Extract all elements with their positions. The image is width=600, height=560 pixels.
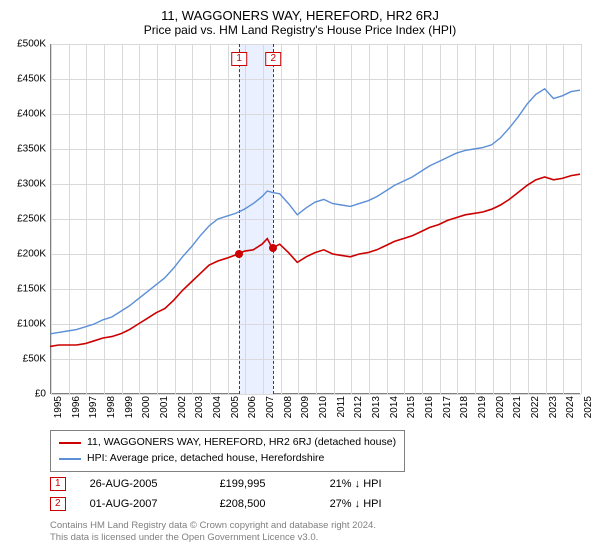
sale-row: 2 01-AUG-2007£208,50027% ↓ HPI [50, 494, 420, 514]
line-layer [50, 44, 580, 394]
x-tick-label: 2013 [371, 396, 382, 418]
chart-area: 12 £0£50K£100K£150K£200K£250K£300K£350K£… [50, 44, 580, 394]
y-tick-label: £250K [17, 214, 46, 225]
x-tick-label: 2019 [477, 396, 488, 418]
x-tick-label: 2012 [353, 396, 364, 418]
legend-swatch [59, 442, 81, 444]
x-tick-label: 2025 [583, 396, 594, 418]
x-tick-label: 1999 [124, 396, 135, 418]
y-tick-label: £450K [17, 74, 46, 85]
x-tick-label: 2002 [177, 396, 188, 418]
x-tick-label: 2000 [141, 396, 152, 418]
x-tick-label: 2004 [212, 396, 223, 418]
legend-swatch [59, 458, 81, 460]
attribution-text: Contains HM Land Registry data © Crown c… [50, 520, 376, 545]
y-tick-label: £50K [23, 354, 46, 365]
legend-item: HPI: Average price, detached house, Here… [59, 451, 396, 467]
sale-date: 01-AUG-2007 [90, 498, 220, 510]
x-tick-label: 2009 [300, 396, 311, 418]
attribution-line: Contains HM Land Registry data © Crown c… [50, 520, 376, 532]
sale-delta: 21% ↓ HPI [330, 478, 420, 490]
x-tick-label: 2007 [265, 396, 276, 418]
sale-price: £208,500 [220, 498, 330, 510]
x-tick-label: 1995 [53, 396, 64, 418]
x-tick-label: 2018 [459, 396, 470, 418]
y-tick-label: £400K [17, 109, 46, 120]
x-tick-label: 2006 [247, 396, 258, 418]
gridline-horizontal [51, 394, 581, 395]
x-tick-label: 2010 [318, 396, 329, 418]
x-tick-label: 2016 [424, 396, 435, 418]
x-tick-label: 2020 [495, 396, 506, 418]
x-tick-label: 2005 [230, 396, 241, 418]
gridline-vertical [581, 44, 582, 394]
x-tick-label: 2024 [565, 396, 576, 418]
sale-badge: 2 [50, 497, 66, 511]
sale-badge: 1 [50, 477, 66, 491]
sale-price: £199,995 [220, 478, 330, 490]
legend-item: 11, WAGGONERS WAY, HEREFORD, HR2 6RJ (de… [59, 435, 396, 451]
x-tick-label: 2011 [336, 396, 347, 418]
y-tick-label: £350K [17, 144, 46, 155]
legend-box: 11, WAGGONERS WAY, HEREFORD, HR2 6RJ (de… [50, 430, 405, 472]
series-hpi [50, 89, 580, 334]
y-tick-label: £500K [17, 39, 46, 50]
y-tick-label: £0 [35, 389, 46, 400]
x-tick-label: 2003 [194, 396, 205, 418]
sales-table: 1 26-AUG-2005£199,99521% ↓ HPI 2 01-AUG-200… [50, 474, 420, 514]
x-tick-label: 1998 [106, 396, 117, 418]
sale-date: 26-AUG-2005 [90, 478, 220, 490]
legend-label: 11, WAGGONERS WAY, HEREFORD, HR2 6RJ (de… [87, 435, 396, 451]
x-tick-label: 2017 [442, 396, 453, 418]
x-tick-label: 2001 [159, 396, 170, 418]
x-tick-label: 2023 [548, 396, 559, 418]
y-tick-label: £300K [17, 179, 46, 190]
legend-label: HPI: Average price, detached house, Here… [87, 451, 324, 467]
x-tick-label: 2014 [389, 396, 400, 418]
chart-container: 11, WAGGONERS WAY, HEREFORD, HR2 6RJ Pri… [0, 0, 600, 560]
chart-title: 11, WAGGONERS WAY, HEREFORD, HR2 6RJ [0, 0, 600, 23]
attribution-line: This data is licensed under the Open Gov… [50, 532, 376, 544]
x-tick-label: 2015 [406, 396, 417, 418]
y-tick-label: £150K [17, 284, 46, 295]
y-tick-label: £200K [17, 249, 46, 260]
y-tick-label: £100K [17, 319, 46, 330]
x-tick-label: 2022 [530, 396, 541, 418]
x-tick-label: 1997 [88, 396, 99, 418]
x-tick-label: 2021 [512, 396, 523, 418]
chart-subtitle: Price paid vs. HM Land Registry's House … [0, 23, 600, 43]
sale-row: 1 26-AUG-2005£199,99521% ↓ HPI [50, 474, 420, 494]
x-tick-label: 1996 [71, 396, 82, 418]
sale-delta: 27% ↓ HPI [330, 498, 420, 510]
series-property [50, 174, 580, 346]
x-tick-label: 2008 [283, 396, 294, 418]
